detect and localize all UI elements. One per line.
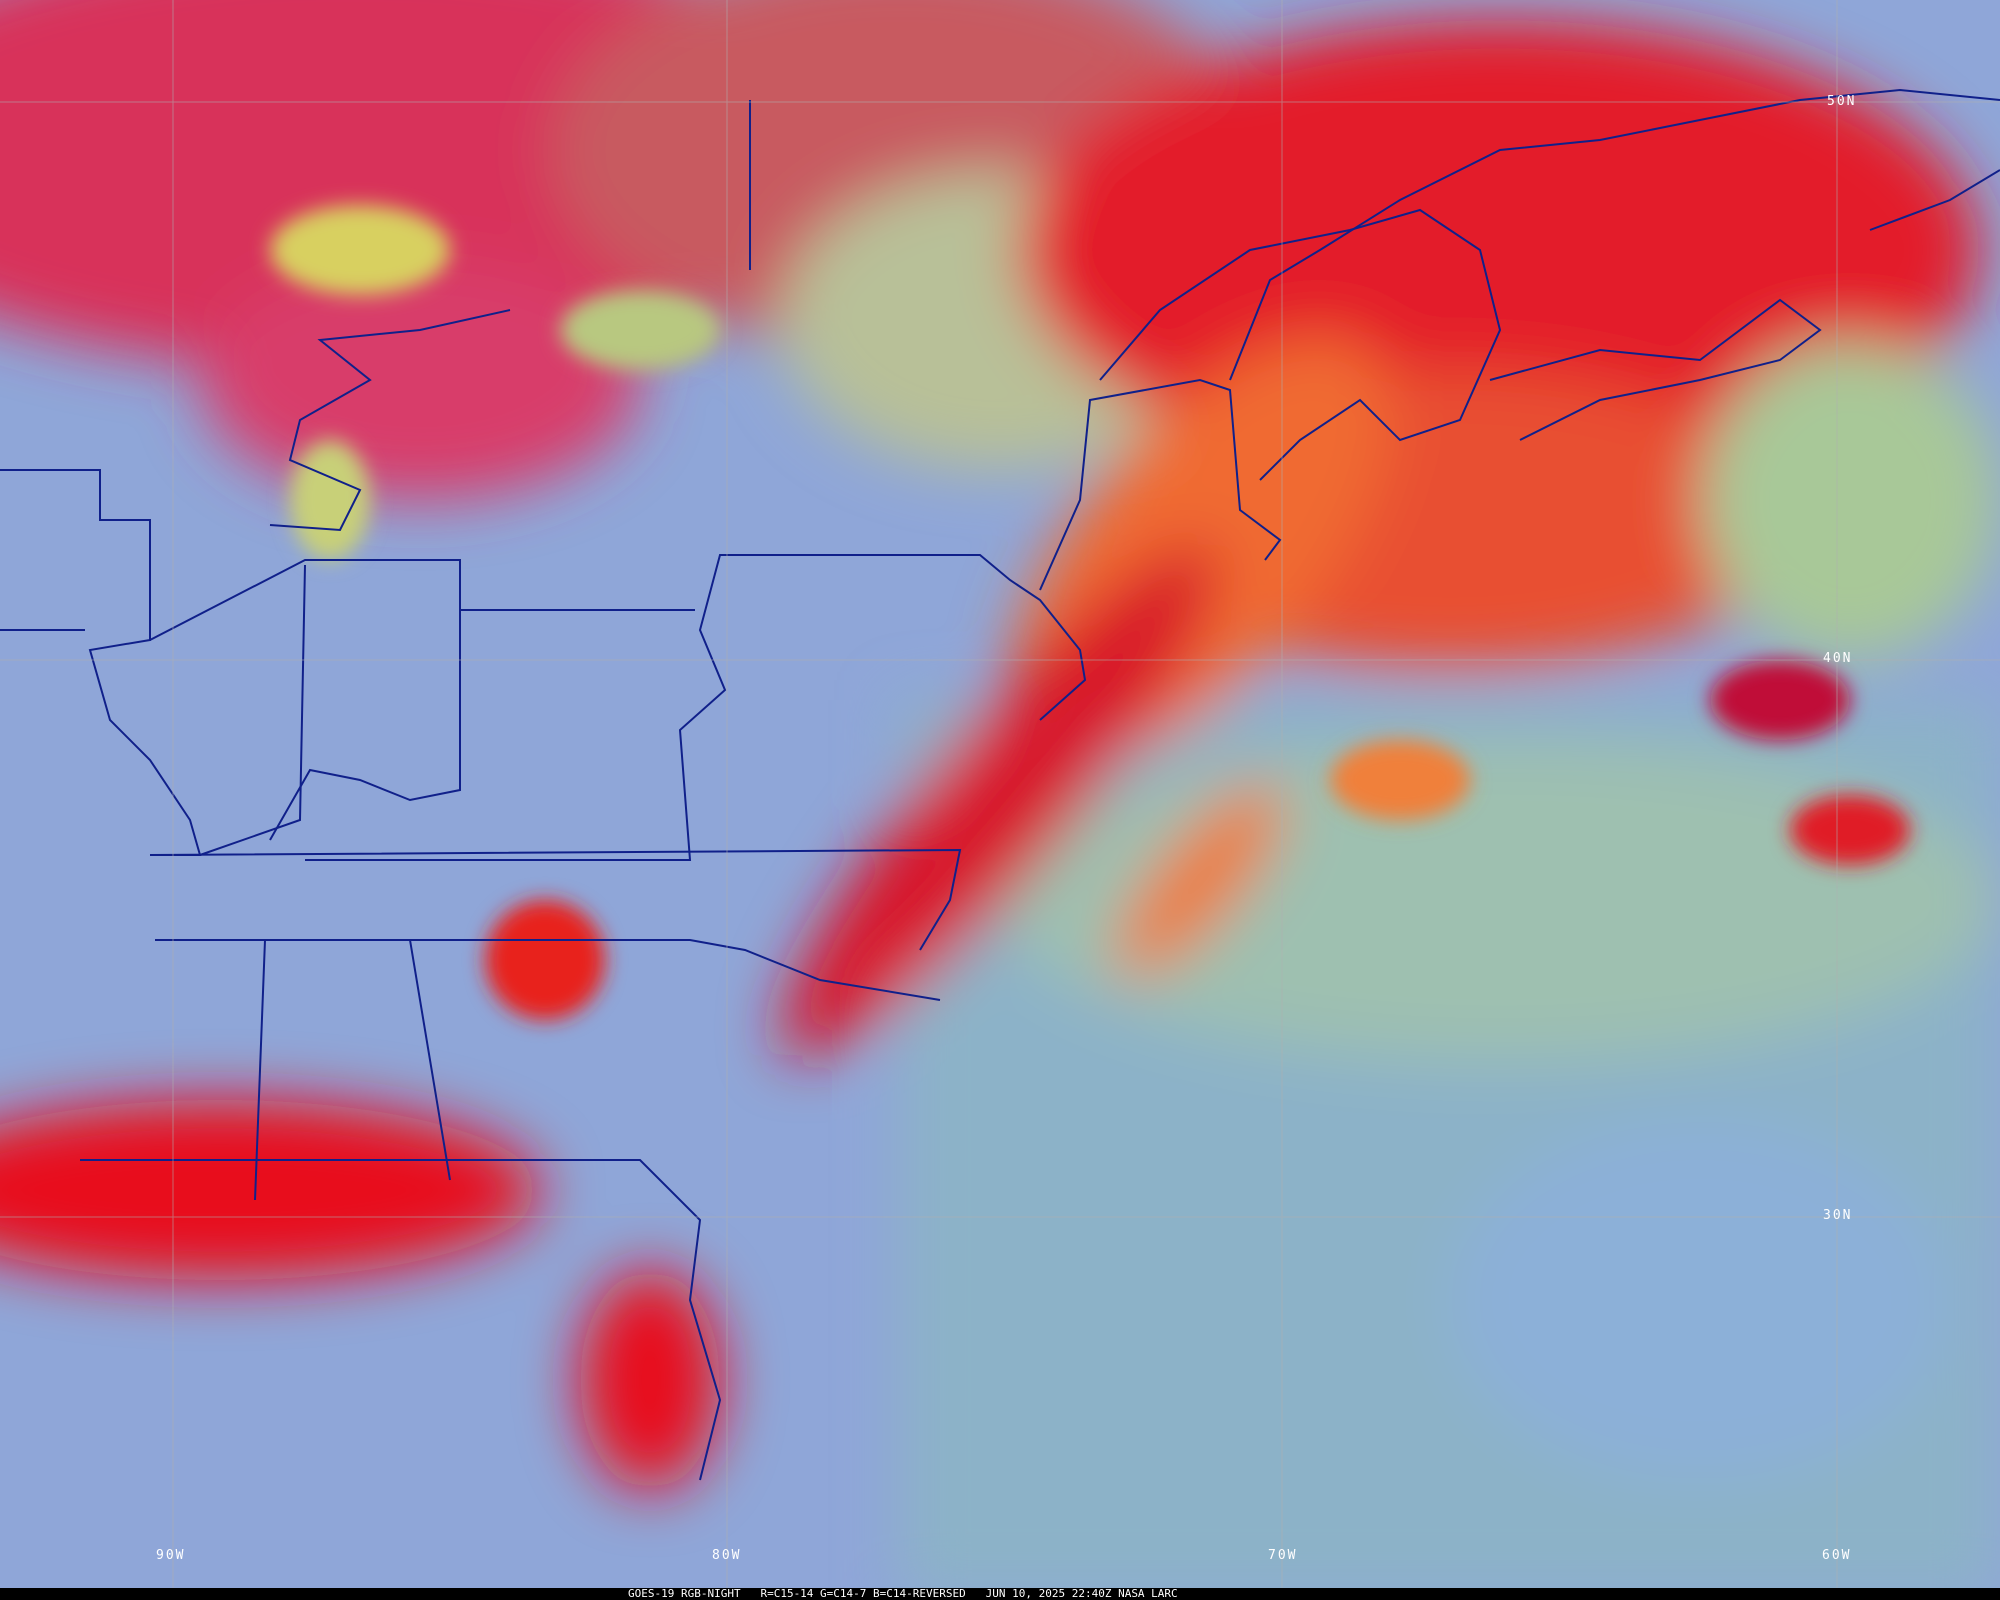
latitude-label-40n: 40N: [1823, 651, 1853, 666]
longitude-label-60w: 60W: [1822, 1548, 1852, 1563]
convective-cells: [270, 205, 1910, 1020]
political-boundaries: [0, 88, 2000, 1481]
longitude-label-90w: 90W: [156, 1548, 186, 1563]
longitude-label-80w: 80W: [712, 1548, 742, 1563]
latitude-label-50n: 50N: [1827, 94, 1857, 109]
longitude-label-70w: 70W: [1268, 1548, 1298, 1563]
caption-bar: GOES-19 RGB-NIGHT R=C15-14 G=C14-7 B=C14…: [0, 1588, 2000, 1600]
caption-text: GOES-19 RGB-NIGHT R=C15-14 G=C14-7 B=C14…: [628, 1587, 1178, 1600]
latitude-label-30n: 30N: [1823, 1208, 1853, 1223]
